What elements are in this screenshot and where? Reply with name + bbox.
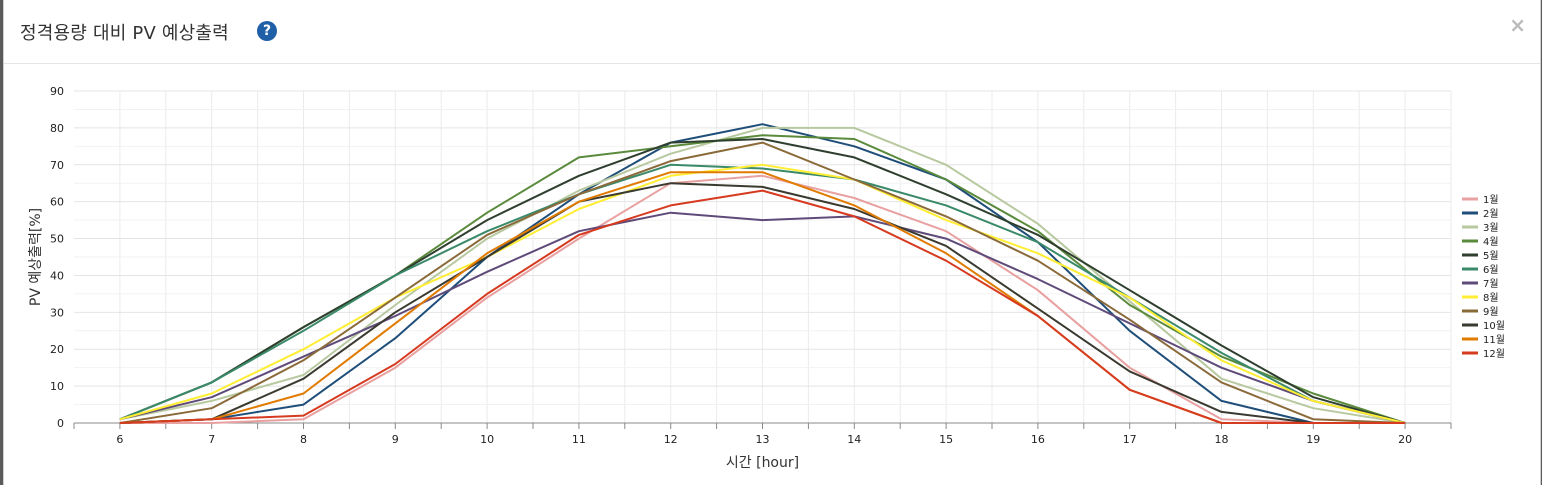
legend-label-11: 11월 — [1483, 334, 1505, 346]
series-line-10 — [119, 182, 1406, 424]
x-tick-label: 6 — [116, 433, 123, 446]
y-tick-label: 30 — [50, 306, 64, 319]
x-tick-label: 19 — [1306, 433, 1320, 446]
x-tick-label: 14 — [847, 433, 861, 446]
x-tick-label: 20 — [1398, 433, 1412, 446]
x-tick-label: 9 — [392, 433, 399, 446]
y-axis-title: PV 예상출력[%] — [28, 208, 44, 306]
x-tick-label: 10 — [480, 433, 494, 446]
legend-label-7: 7월 — [1483, 278, 1499, 290]
legend-label-10: 10월 — [1483, 320, 1505, 332]
legend-label-4: 4월 — [1483, 236, 1499, 248]
x-tick-label: 17 — [1123, 433, 1137, 446]
question-circle-icon[interactable]: ? — [257, 21, 277, 41]
y-tick-label: 60 — [50, 196, 64, 209]
series-line-5 — [119, 138, 1406, 424]
x-tick-label: 16 — [1031, 433, 1045, 446]
y-tick-label: 40 — [50, 269, 64, 282]
y-tick-label: 90 — [50, 85, 64, 98]
y-tick-label: 50 — [50, 233, 64, 246]
legend-label-8: 8월 — [1483, 292, 1499, 304]
legend-label-12: 12월 — [1483, 348, 1505, 360]
x-tick-label: 7 — [208, 433, 215, 446]
x-tick-label: 8 — [300, 433, 307, 446]
y-tick-label: 0 — [57, 417, 64, 430]
legend-label-6: 6월 — [1483, 264, 1499, 276]
x-axis-title: 시간 [hour] — [726, 455, 799, 471]
y-tick-label: 10 — [50, 380, 64, 393]
x-tick-label: 15 — [939, 433, 953, 446]
y-tick-label: 20 — [50, 343, 64, 356]
series-line-2 — [119, 123, 1406, 424]
y-tick-label: 80 — [50, 122, 64, 135]
legend-label-5: 5월 — [1483, 250, 1499, 262]
series-line-6 — [119, 163, 1406, 424]
legend-label-9: 9월 — [1483, 306, 1499, 318]
x-tick-label: 12 — [664, 433, 678, 446]
modal-title: 정격용량 대비 PV 예상출력 — [20, 23, 229, 44]
x-tick-label: 13 — [756, 433, 770, 446]
series-line-7 — [119, 211, 1406, 424]
legend-label-1: 1월 — [1483, 194, 1499, 206]
series-line-9 — [119, 141, 1406, 424]
legend-label-2: 2월 — [1483, 208, 1499, 220]
series-line-1 — [119, 174, 1406, 424]
modal-header: 정격용량 대비 PV 예상출력 ? × — [4, 0, 1540, 64]
series-line-8 — [119, 163, 1406, 424]
x-tick-label: 11 — [572, 433, 586, 446]
series-line-12 — [119, 189, 1406, 424]
legend-label-3: 3월 — [1483, 222, 1499, 234]
x-tick-label: 18 — [1215, 433, 1229, 446]
y-tick-label: 70 — [50, 159, 64, 172]
close-button[interactable]: × — [1509, 13, 1526, 37]
